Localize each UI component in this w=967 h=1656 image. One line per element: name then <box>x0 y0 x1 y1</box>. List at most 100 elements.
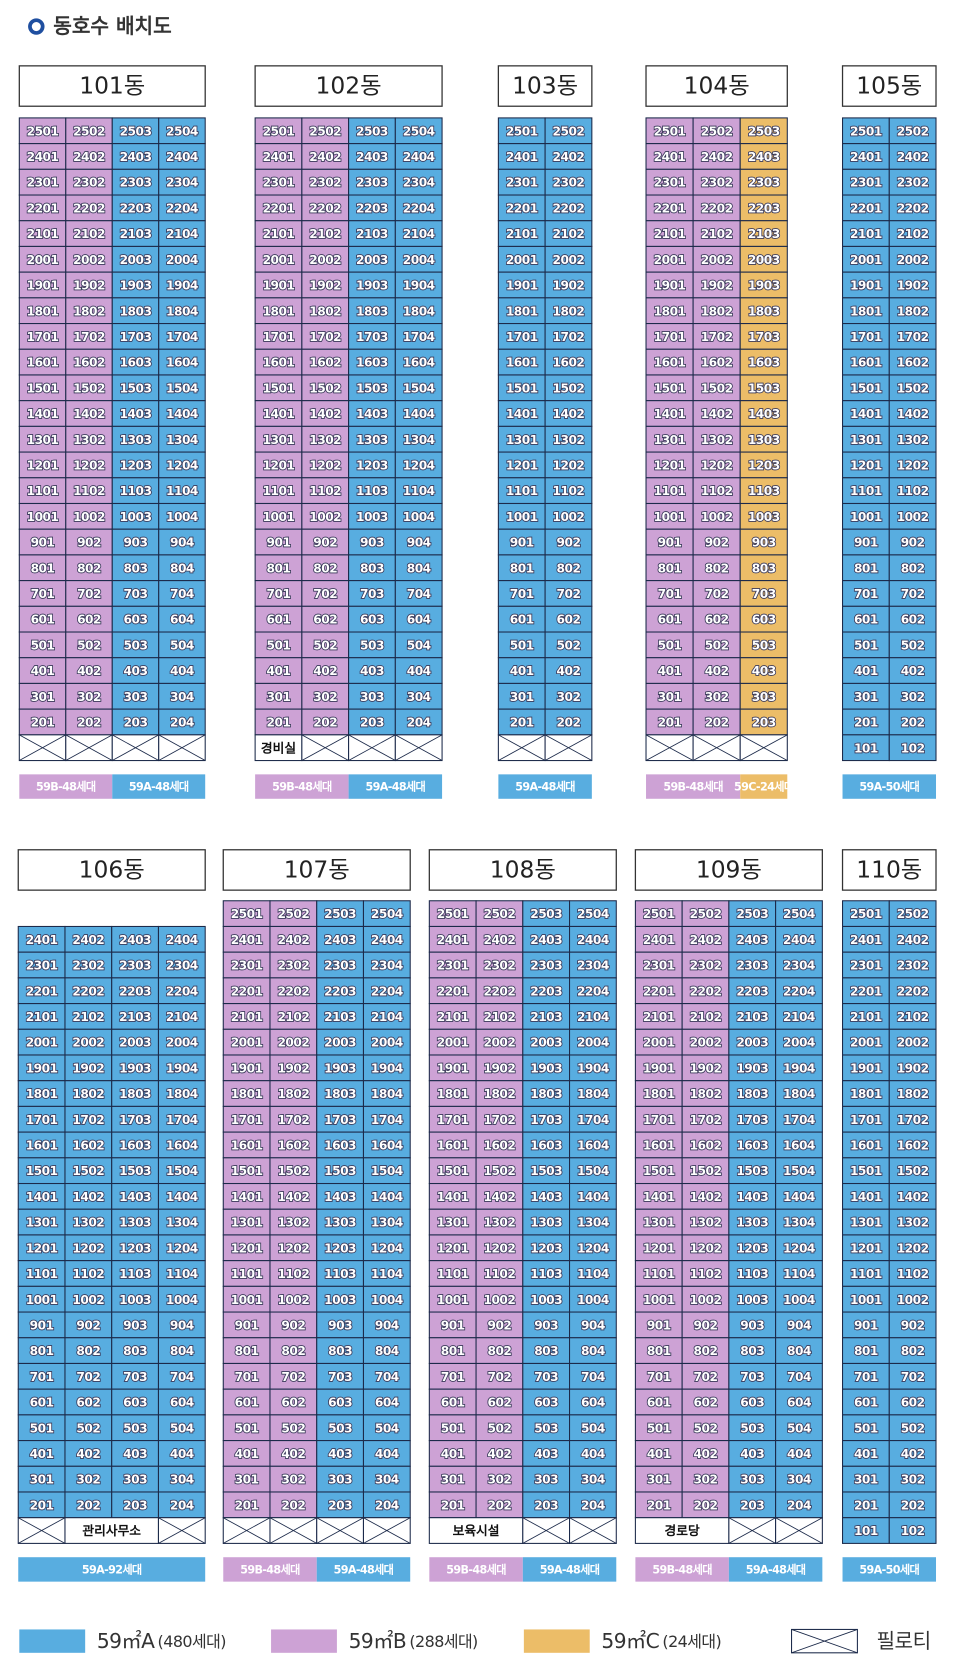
unit-cell <box>497 580 546 607</box>
unit-cell <box>645 194 694 222</box>
unit-number: 1602 <box>484 1139 516 1153</box>
unit-number: 601 <box>31 613 55 627</box>
unit-number: 801 <box>31 561 55 575</box>
piloti-cross <box>158 734 206 761</box>
unit-cell <box>888 168 937 196</box>
unit-number: 1403 <box>324 1190 356 1204</box>
unit-cell <box>841 951 890 979</box>
unit-number: 902 <box>76 1318 100 1332</box>
unit-number: 1801 <box>437 1087 469 1101</box>
unit-number: 601 <box>267 613 291 627</box>
unit-number: 2303 <box>324 959 356 973</box>
unit-number: 404 <box>170 664 194 678</box>
unit-cell <box>222 1054 271 1082</box>
unit-cell <box>841 1414 890 1442</box>
unit-number: 704 <box>581 1370 605 1384</box>
unit-cell <box>728 1388 777 1416</box>
unit-number: 1401 <box>26 1190 58 1204</box>
unit-cell <box>569 1234 617 1262</box>
unit-number: 2502 <box>484 907 516 921</box>
unit-number: 2001 <box>643 1036 675 1050</box>
unit-number: 304 <box>170 690 194 704</box>
unit-cell <box>17 977 66 1005</box>
unit-cell <box>739 605 788 633</box>
piloti-cross <box>223 1517 271 1544</box>
unit-number: 1102 <box>553 484 585 498</box>
unit-number: 201 <box>31 716 55 730</box>
unit-cell <box>394 708 443 736</box>
unit-number: 2501 <box>263 124 295 138</box>
piloti-cross <box>65 734 113 761</box>
unit-number: 1802 <box>701 304 733 318</box>
unit-cell <box>65 400 113 427</box>
unit-number: 1202 <box>73 458 105 472</box>
unit-number: 2103 <box>530 1010 562 1024</box>
unit-number: 1604 <box>166 356 198 370</box>
unit-number: 2302 <box>72 959 104 973</box>
unit-cell <box>111 1028 159 1056</box>
unit-number: 203 <box>752 716 776 730</box>
piloti-cross <box>498 734 546 761</box>
unit-cell <box>739 580 788 607</box>
unit-number: 302 <box>281 1473 305 1487</box>
unit-cell <box>569 1003 617 1030</box>
unit-cell <box>348 168 396 196</box>
unit-cell <box>497 323 546 350</box>
unit-cell <box>475 1003 524 1030</box>
unit-cell <box>692 271 741 299</box>
unit-number: 1404 <box>783 1190 815 1204</box>
unit-number: 1703 <box>324 1113 356 1127</box>
unit-number: 1303 <box>736 1216 768 1230</box>
unit-number: 1002 <box>701 510 733 524</box>
unit-cell <box>739 528 788 556</box>
unit-number: 2104 <box>166 1010 198 1024</box>
unit-cell <box>111 1208 159 1236</box>
unit-number: 901 <box>854 1318 878 1332</box>
unit-number: 401 <box>854 664 878 678</box>
unit-number: 1201 <box>231 1241 263 1255</box>
unit-number: 2201 <box>654 201 686 215</box>
unit-number: 1703 <box>119 1113 151 1127</box>
unit-number: 802 <box>901 1344 925 1358</box>
unit-cell <box>222 1337 271 1364</box>
page-title: 동호수 배치도 <box>53 14 171 38</box>
unit-number: 801 <box>658 561 682 575</box>
unit-number: 1101 <box>506 484 538 498</box>
unit-cell <box>362 1260 411 1287</box>
unit-cell <box>841 400 890 427</box>
unit-number: 1303 <box>324 1216 356 1230</box>
legend-count: (480세대) <box>158 1632 226 1651</box>
unit-number: 601 <box>658 613 682 627</box>
unit-number: 2502 <box>690 907 722 921</box>
unit-number: 602 <box>76 1396 100 1410</box>
unit-cell <box>111 451 160 479</box>
unit-cell <box>475 1028 524 1056</box>
unit-cell <box>645 168 694 196</box>
unit-cell <box>888 348 937 376</box>
unit-number: 1403 <box>736 1190 768 1204</box>
unit-number: 1903 <box>356 279 388 293</box>
unit-number: 203 <box>360 716 384 730</box>
unit-cell <box>728 1131 777 1159</box>
unit-cell <box>254 220 303 247</box>
unit-number: 2002 <box>309 253 341 267</box>
unit-number: 703 <box>740 1370 764 1384</box>
unit-number: 1302 <box>309 433 341 447</box>
unit-cell <box>394 245 443 273</box>
unit-cell <box>316 925 365 953</box>
unit-number: 402 <box>694 1447 718 1461</box>
unit-number: 1202 <box>484 1241 516 1255</box>
unit-cell <box>775 1028 823 1056</box>
unit-number: 1902 <box>897 279 929 293</box>
unit-cell <box>739 245 788 273</box>
unit-cell <box>544 245 593 273</box>
unit-number: 303 <box>740 1473 764 1487</box>
unit-cell <box>111 1362 159 1390</box>
unit-cell <box>157 1465 206 1493</box>
unit-number: 2004 <box>166 1036 198 1050</box>
unit-number: 304 <box>407 690 431 704</box>
unit-number: 302 <box>901 690 925 704</box>
legend-label: 59㎡C (24세대) <box>601 1629 721 1653</box>
unit-number: 2101 <box>27 227 59 241</box>
unit-number: 2402 <box>897 150 929 164</box>
